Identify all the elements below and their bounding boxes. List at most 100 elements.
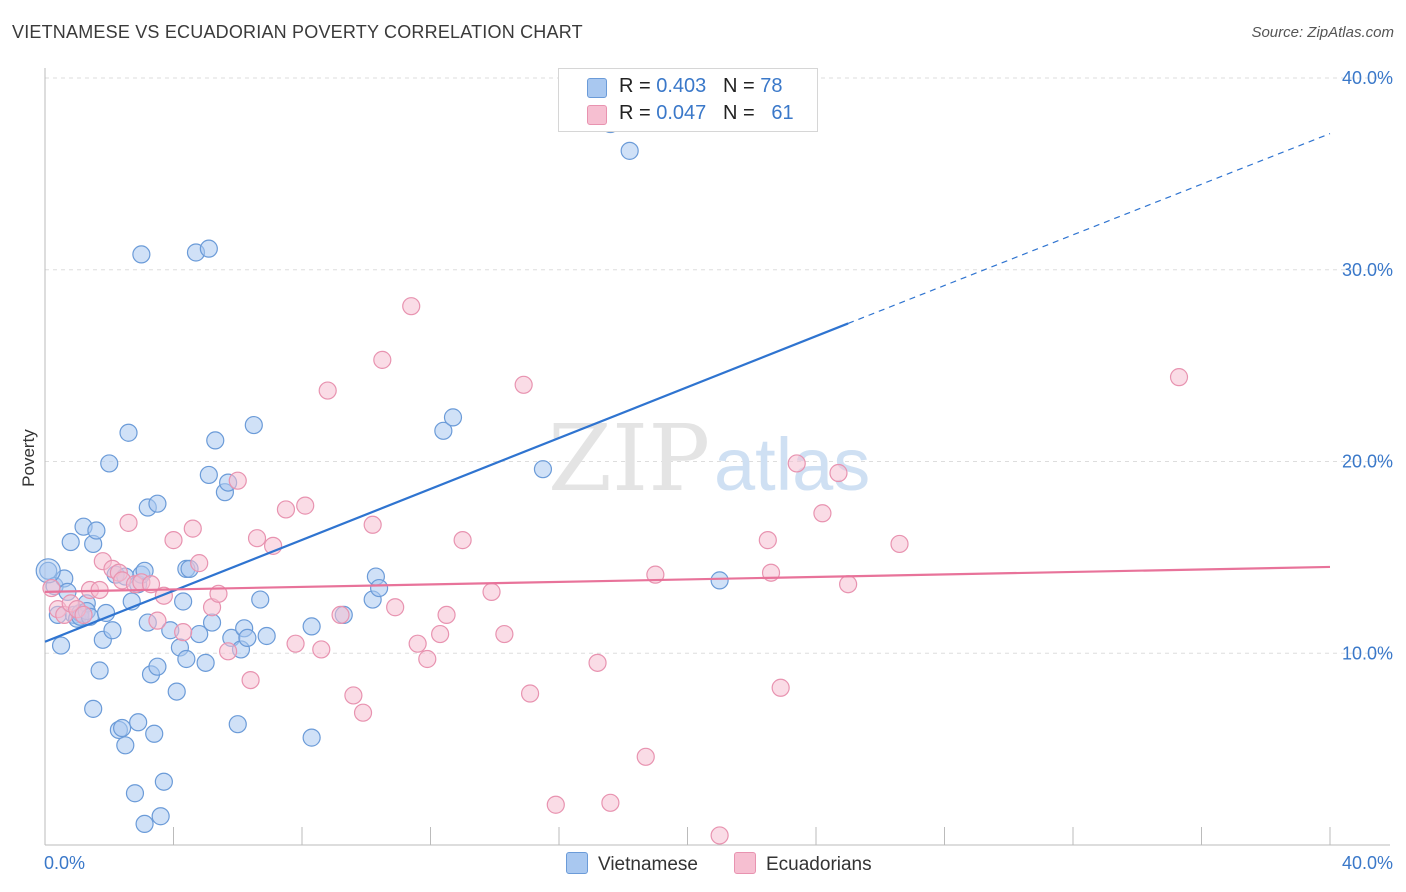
ecuadorian-point [787, 454, 806, 473]
ecuadorian-trend-line [44, 565, 1331, 593]
bottom-legend-swatch-blue [566, 852, 588, 874]
vietnamese-point [202, 613, 222, 632]
source-label: Source: ZipAtlas.com [1251, 24, 1394, 41]
tick-labels: 10.0% 20.0% 30.0% 40.0% 0.0% 40.0% [44, 68, 1393, 873]
ecuadorian-point [408, 634, 427, 653]
vietnamese-point [206, 431, 225, 450]
vietnamese-point [302, 617, 321, 636]
vietnamese-point [145, 724, 164, 743]
vietnamese-point [51, 636, 71, 655]
legend-n-label: N = [722, 102, 761, 124]
bottom-legend-label: Vietnamese [598, 854, 698, 875]
vietnamese-point [96, 603, 116, 623]
bottom-legend-swatch-pink [734, 852, 756, 874]
ecuadorian-point [276, 500, 296, 519]
gridlines [45, 77, 1390, 654]
vietnamese-point [154, 772, 173, 791]
ecuadorian-point [546, 795, 565, 814]
vietnamese-point [199, 465, 218, 485]
ecuadorian-point [514, 375, 533, 394]
legend-swatch-blue [587, 78, 607, 98]
ecuadorian-point [373, 350, 392, 369]
legend-n-label: N = [722, 75, 761, 97]
ecuadorian-point [296, 496, 315, 515]
ecuadorian-point [520, 684, 540, 703]
ecuadorian-point [183, 519, 202, 538]
ecuadorian-point [318, 381, 337, 400]
vietnamese-point [196, 653, 215, 672]
ecuadorian-point [453, 531, 472, 550]
ecuadorian-point [164, 531, 183, 550]
vietnamese-points [35, 114, 729, 834]
vietnamese-point [35, 558, 61, 584]
ecuadorian-point [247, 529, 267, 548]
legend-swatch-pink [587, 105, 607, 125]
ecuadorian-point [286, 634, 305, 653]
y-tick-label: 10.0% [1342, 643, 1393, 663]
ecuadorian-point [174, 623, 193, 642]
vietnamese-point [177, 649, 196, 669]
legend-r-label: R = [619, 102, 657, 124]
x-tick-label: 40.0% [1342, 853, 1393, 873]
watermark-zip: ZIP [548, 405, 710, 512]
ecuadorian-point [148, 611, 167, 630]
ecuadorian-point [601, 793, 620, 812]
vietnamese-point [132, 245, 151, 264]
vietnamese-point [434, 421, 453, 440]
legend-text: R = 0.403 N = 78 [619, 75, 782, 98]
ecuadorian-point [42, 578, 61, 598]
legend-text: R = 0.047 N = 61 [619, 102, 794, 125]
vietnamese-point [174, 592, 193, 611]
ecuadorian-point [219, 642, 238, 661]
ecuadorian-point [437, 605, 456, 625]
vietnamese-point [620, 141, 639, 160]
bottom-legend-ecuadorians: Ecuadorians [734, 852, 872, 876]
y-tick-label: 40.0% [1342, 68, 1393, 88]
vietnamese-point [39, 561, 58, 580]
vietnamese-point [167, 682, 186, 701]
bottom-legend-label: Ecuadorians [766, 854, 872, 875]
x-tick-label: 0.0% [44, 853, 85, 873]
vietnamese-point [199, 239, 218, 258]
axes [44, 68, 1390, 846]
vietnamese-point [125, 784, 145, 803]
vietnamese-point [251, 590, 270, 609]
ecuadorian-point [839, 575, 858, 594]
vietnamese-point [87, 521, 106, 540]
ecuadorian-point [312, 640, 331, 659]
ecuadorian-point [190, 554, 209, 573]
ecuadorian-point [813, 504, 832, 523]
vietnamese-point [148, 494, 167, 513]
vietnamese-point [100, 454, 119, 473]
ecuadorian-point [331, 605, 350, 625]
vietnamese-point [116, 736, 135, 755]
ecuadorian-point [344, 686, 363, 705]
vietnamese-point [119, 423, 138, 442]
ecuadorian-point [353, 703, 373, 722]
bottom-legend-vietnamese: Vietnamese [566, 852, 698, 876]
ecuadorian-point [418, 649, 437, 669]
vietnamese-point [148, 657, 167, 676]
ecuadorian-point [74, 605, 93, 625]
ecuadorian-point [363, 515, 382, 534]
y-tick-label: 20.0% [1342, 452, 1393, 472]
legend-r-value: 0.403 [656, 75, 707, 97]
ecuadorian-point [710, 826, 729, 845]
watermark: ZIP atlas [548, 405, 870, 512]
vietnamese-point [533, 460, 553, 479]
ecuadorian-point [141, 575, 161, 594]
vietnamese-point [257, 626, 276, 646]
ecuadorian-point [636, 747, 655, 766]
vietnamese-point [90, 661, 109, 680]
vietnamese-point [112, 718, 132, 738]
ecuadorian-point [758, 531, 777, 550]
vietnamese-point [244, 415, 263, 435]
ecuadorian-point [771, 678, 790, 697]
ecuadorian-points [42, 297, 1189, 845]
ecuadorian-point [495, 624, 514, 644]
vietnamese-point [129, 713, 148, 732]
legend-r-value: 0.047 [656, 102, 707, 124]
legend-n-value: 78 [760, 75, 783, 97]
chart-title: VIETNAMESE VS ECUADORIAN POVERTY CORRELA… [12, 22, 583, 42]
